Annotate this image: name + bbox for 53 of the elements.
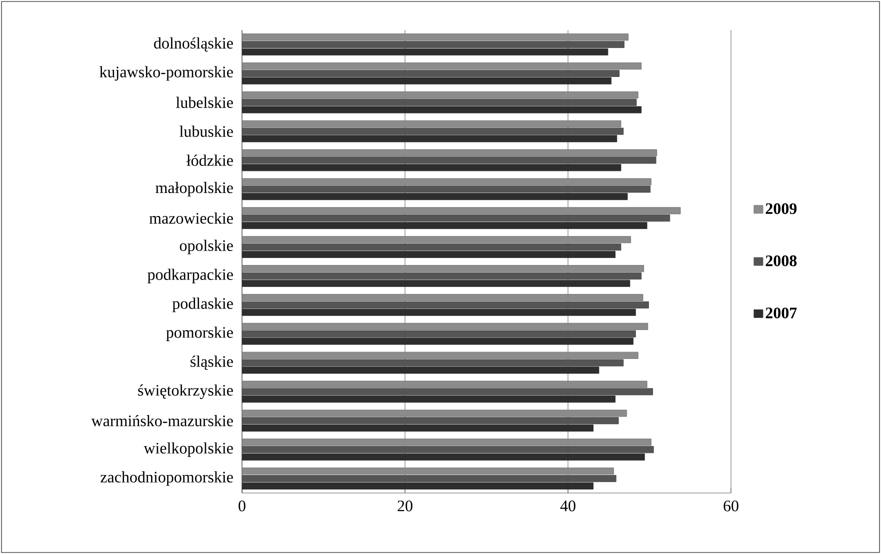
- bar: [242, 322, 648, 330]
- bar: [242, 98, 637, 106]
- y-tick-label: łódzkie: [186, 154, 233, 166]
- y-tick-label: podkarpackie: [148, 268, 233, 284]
- bar: [242, 301, 649, 308]
- x-tick-label: 0: [238, 500, 246, 512]
- y-tick-label: pomorskie: [166, 326, 233, 342]
- y-tick-label: kujawsko-pomorskie: [100, 66, 233, 81]
- bar: [242, 34, 628, 41]
- x-tick-label: 20: [398, 500, 412, 512]
- bar: [242, 120, 622, 128]
- bar: [242, 214, 670, 222]
- y-tick-label: zachodniopomorskie: [100, 471, 233, 486]
- bar: [242, 207, 681, 214]
- bar: [242, 294, 644, 302]
- x-tick-label: 40: [560, 500, 576, 512]
- legend-label: 2009: [766, 203, 797, 214]
- y-tick-label: małopolskie: [156, 182, 233, 196]
- y-tick-label: śląskie: [190, 356, 233, 370]
- bar: [242, 265, 644, 272]
- bar: [242, 62, 642, 70]
- y-tick-label: mazowieckie: [149, 212, 233, 224]
- y-tick-label: dolnośląskie: [154, 37, 233, 52]
- bar: [242, 388, 653, 396]
- legend-label: 2007: [766, 308, 797, 318]
- bar: [242, 330, 636, 338]
- y-tick-label: świętokrzyskie: [138, 384, 233, 399]
- bar: [242, 468, 614, 475]
- bar: [242, 128, 624, 135]
- bar: [242, 380, 648, 388]
- bar: [242, 40, 624, 48]
- bar: [242, 70, 620, 77]
- bar: [242, 149, 658, 156]
- y-tick-label: warmińsko-mazurskie: [91, 415, 233, 426]
- bar: [242, 475, 616, 482]
- y-tick-label: lubelskie: [176, 96, 233, 108]
- bar: [242, 417, 619, 424]
- bar: [242, 352, 638, 359]
- y-tick-label: lubuskie: [180, 126, 233, 137]
- x-tick-label: 60: [724, 500, 738, 512]
- bar: [242, 359, 624, 366]
- bar: [242, 446, 654, 454]
- bar: [242, 438, 652, 446]
- y-tick-label: podlaskie: [172, 298, 233, 312]
- bar: [242, 156, 656, 164]
- bar: [242, 244, 622, 251]
- y-tick-label: opolskie: [180, 240, 233, 254]
- y-tick-label: wielkopolskie: [144, 442, 233, 457]
- bar: [242, 91, 638, 98]
- bar: [242, 236, 631, 244]
- bar: [242, 186, 651, 193]
- bar: [242, 272, 642, 280]
- legend-label: 2008: [766, 255, 797, 266]
